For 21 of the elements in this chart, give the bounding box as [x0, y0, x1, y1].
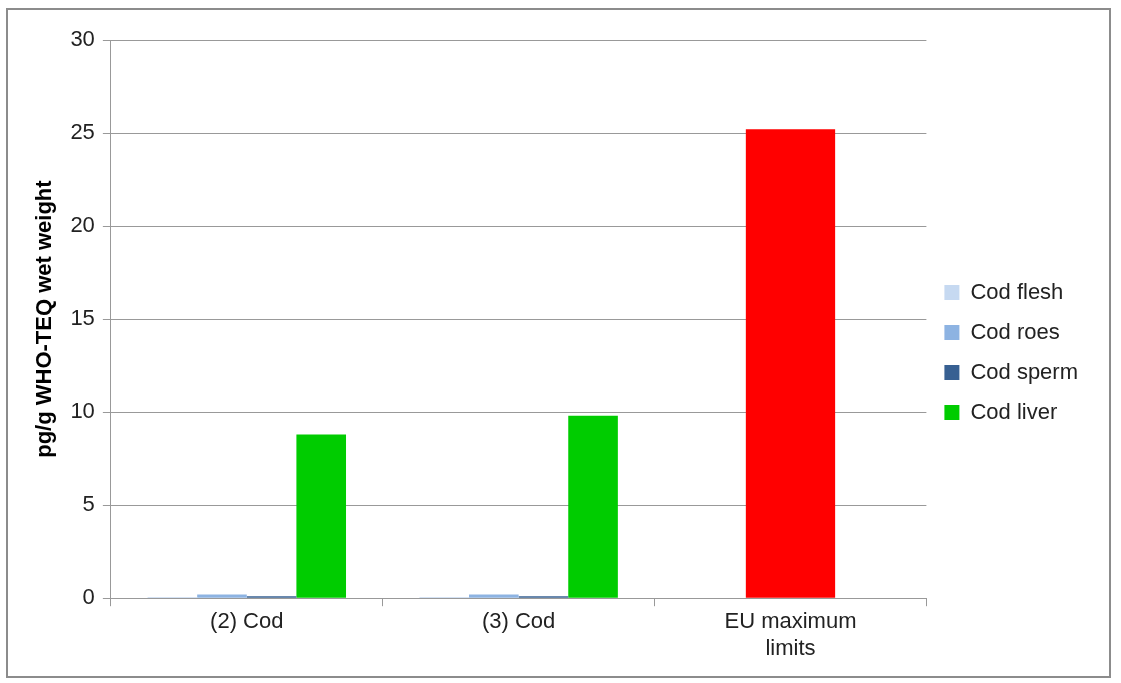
legend-label: Cod liver — [970, 398, 1058, 424]
bar — [197, 594, 247, 598]
y-tick-label: 5 — [82, 491, 95, 517]
y-tick-label: 15 — [70, 305, 95, 331]
y-tick-label: 25 — [70, 119, 95, 145]
y-tick-label: 20 — [70, 212, 95, 238]
y-tick-label: 30 — [70, 26, 95, 52]
bar — [745, 129, 836, 598]
y-axis-title: pg/g WHO-TEQ wet weight — [31, 179, 57, 458]
category-label: (3) Cod — [481, 608, 556, 634]
category-label: limits — [765, 634, 816, 660]
y-tick-label: 0 — [82, 584, 95, 610]
legend-label: Cod sperm — [970, 358, 1078, 384]
category-label: (2) Cod — [210, 608, 284, 634]
bar — [568, 415, 618, 598]
category-label: EU maximum — [724, 608, 857, 634]
legend-label: Cod flesh — [970, 278, 1064, 304]
bar — [469, 594, 519, 598]
bar — [296, 434, 347, 598]
y-tick-label: 10 — [70, 398, 95, 424]
legend-label: Cod roes — [970, 318, 1060, 344]
